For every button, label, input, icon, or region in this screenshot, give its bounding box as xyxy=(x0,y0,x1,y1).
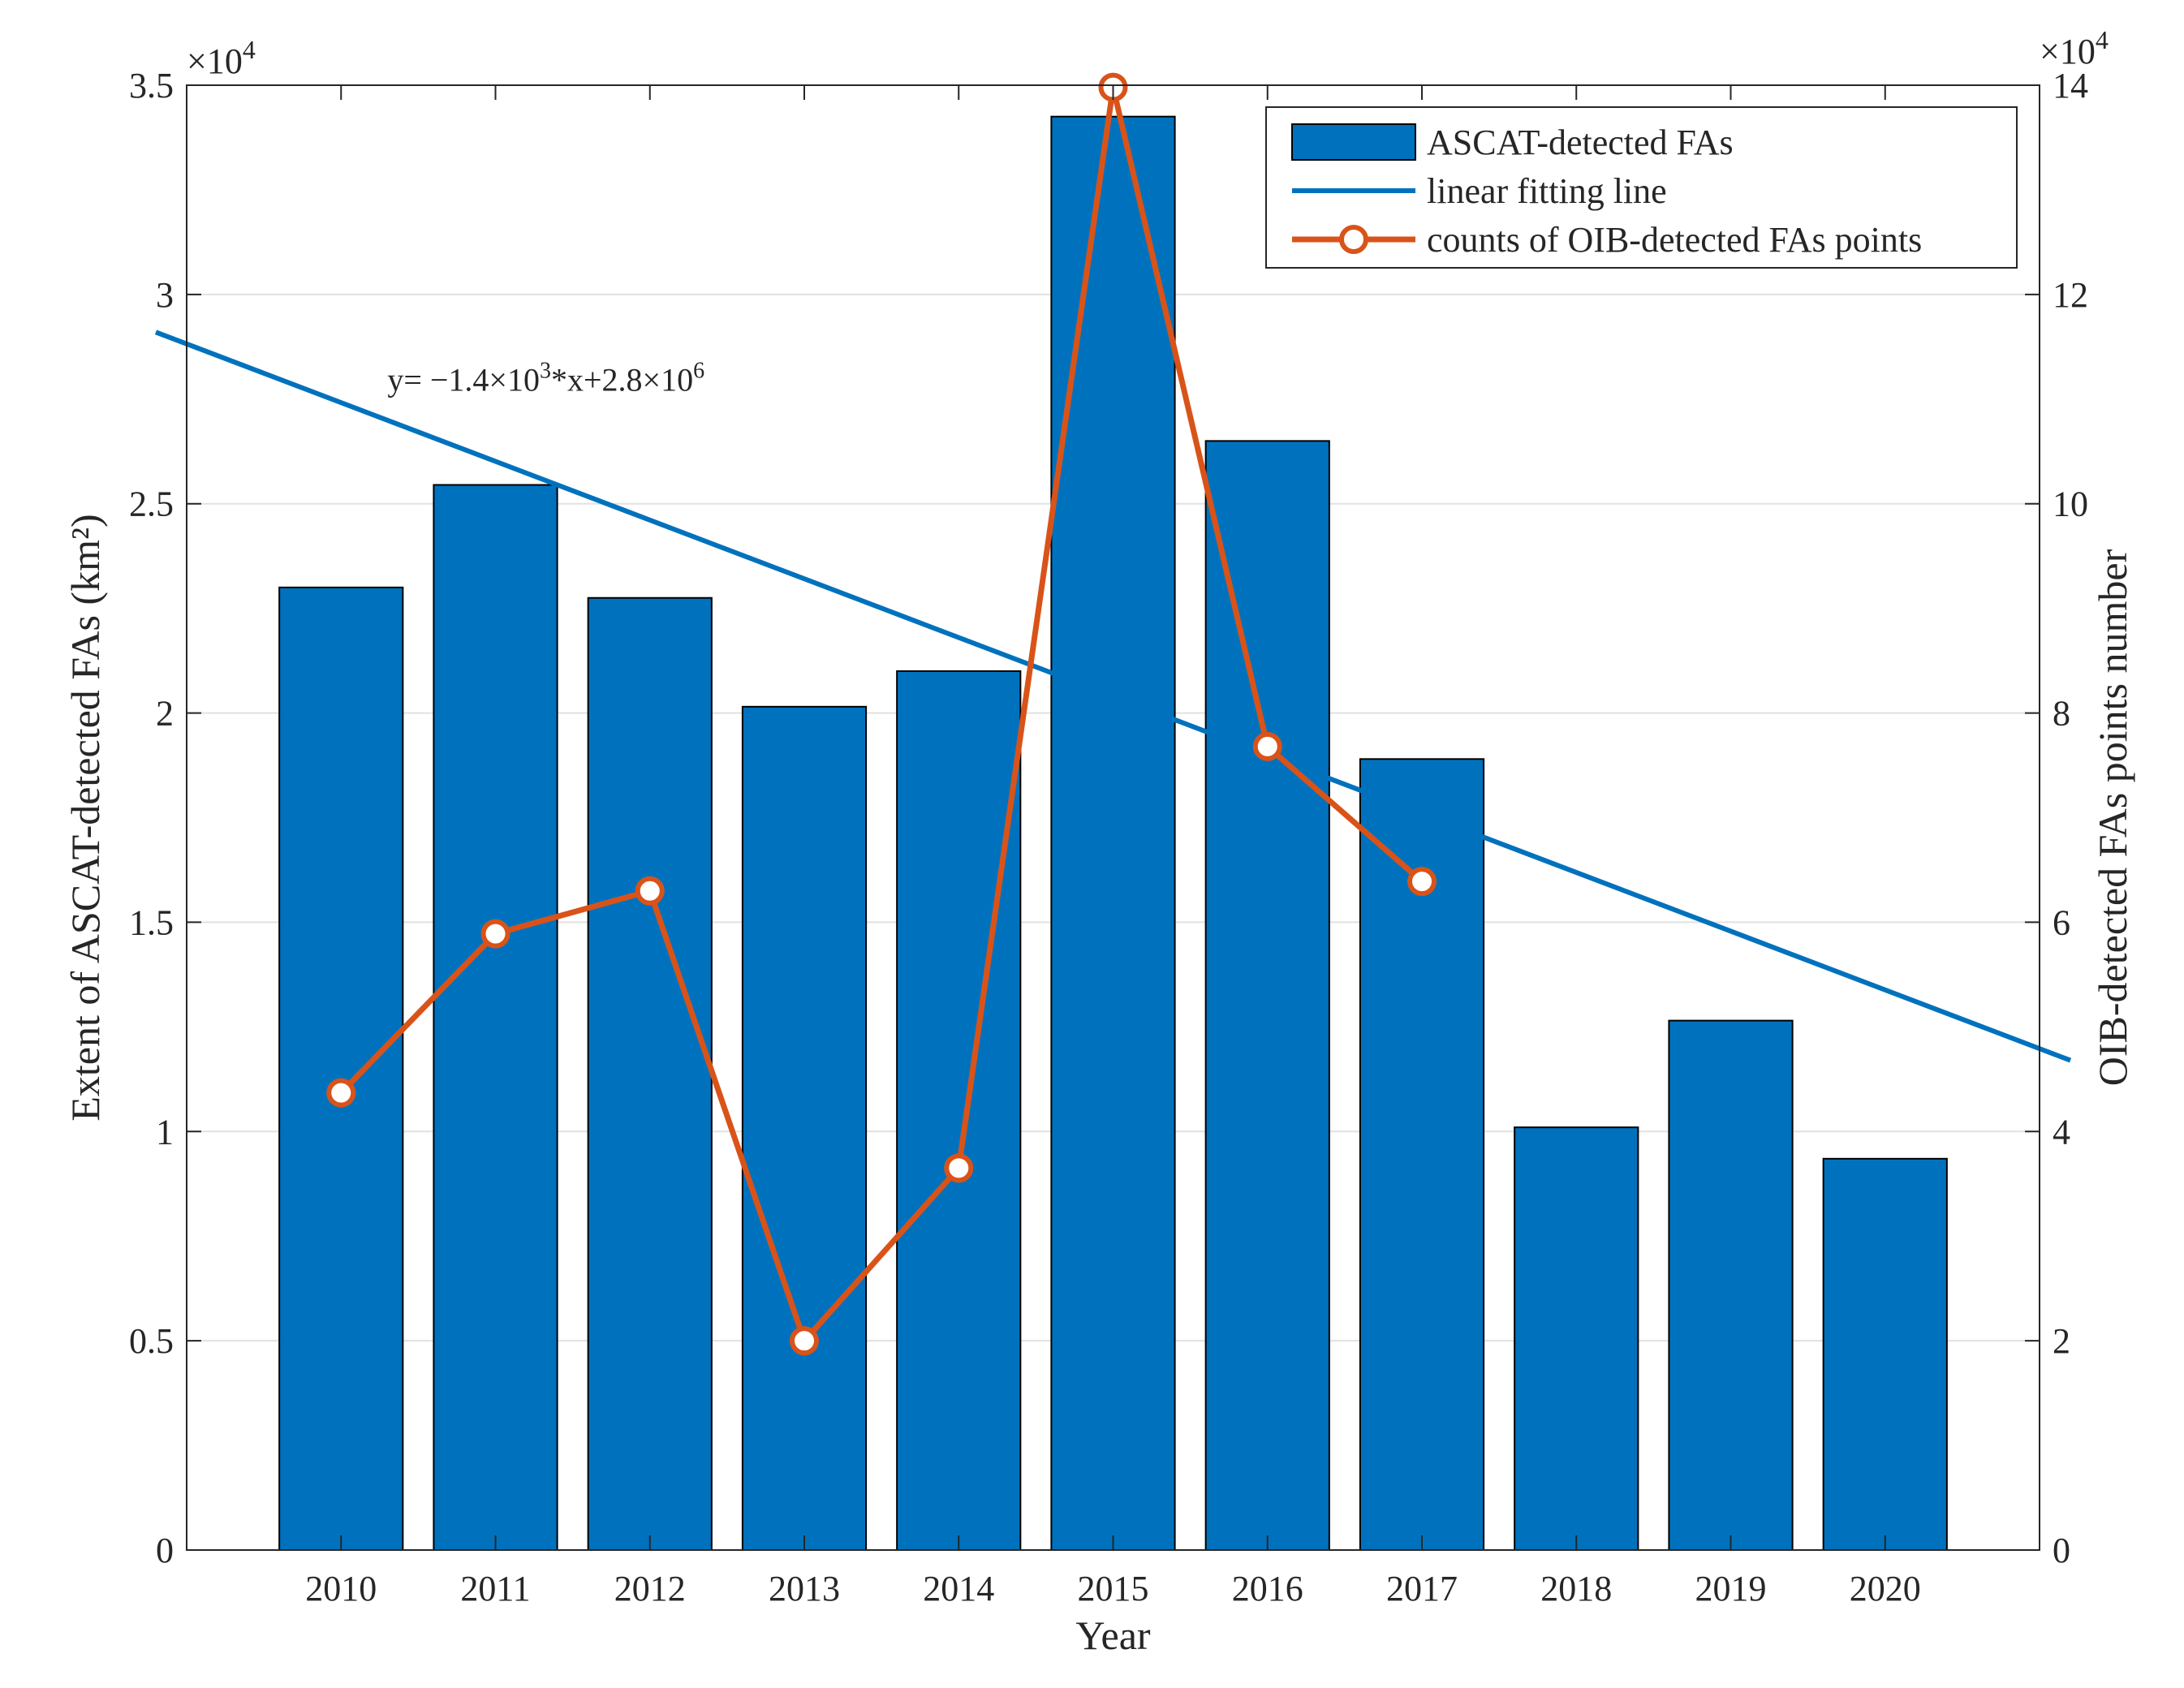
bar xyxy=(278,586,404,1551)
fit-equation-annotation: y= −1.4×103*x+2.8×106 xyxy=(387,358,704,398)
right-y-axis-label: OIB-detected FAs points number xyxy=(2090,549,2135,1086)
oib-marker xyxy=(480,919,510,949)
right-tick-label: 12 xyxy=(2053,275,2088,315)
axis-labels: Year Extent of ASCAT-detected FAs (km²) … xyxy=(62,514,2135,1658)
right-tick-label: 10 xyxy=(2053,484,2088,524)
right-exponent-label: ×104 xyxy=(2040,25,2109,71)
fit-line-series xyxy=(154,329,2072,1063)
bar xyxy=(1050,115,1176,1551)
equation-power-1: 3 xyxy=(540,358,551,383)
right-tick-label: 4 xyxy=(2053,1112,2070,1152)
left-tick-label: 0 xyxy=(156,1531,174,1570)
x-tick-label: 2018 xyxy=(1540,1569,1612,1608)
left-tick-label: 1 xyxy=(156,1112,174,1152)
right-tick-label: 6 xyxy=(2053,902,2070,942)
bar xyxy=(896,670,1022,1551)
oib-marker xyxy=(790,1326,819,1356)
x-tick-label: 2011 xyxy=(460,1569,530,1608)
x-tick-label: 2010 xyxy=(305,1569,377,1608)
legend-swatch-oib-marker xyxy=(1339,225,1368,254)
bar-series xyxy=(278,115,1948,1552)
right-tick-label: 2 xyxy=(2053,1321,2070,1361)
left-tick-label: 1.5 xyxy=(129,902,174,942)
legend-label: counts of OIB-detected FAs points xyxy=(1427,220,1922,260)
right-tick-label: 14 xyxy=(2053,66,2088,106)
bar xyxy=(1668,1019,1794,1552)
fit-line xyxy=(154,329,2072,1063)
x-tick-label: 2013 xyxy=(769,1569,840,1608)
svg-text:y= −1.4×103*x+2.8×106: y= −1.4×103*x+2.8×106 xyxy=(387,358,704,398)
x-tick-label: 2015 xyxy=(1078,1569,1149,1608)
x-tick-label: 2012 xyxy=(614,1569,686,1608)
equation-power-2: 6 xyxy=(693,358,704,383)
equation-middle: *x+2.8×10 xyxy=(551,361,693,398)
left-exponent-label: ×104 xyxy=(187,35,256,81)
right-tick-label: 0 xyxy=(2053,1531,2070,1570)
left-tick-label: 0.5 xyxy=(129,1321,174,1361)
x-tick-label: 2019 xyxy=(1695,1569,1767,1608)
oib-line-series xyxy=(326,72,1437,1356)
bar xyxy=(1204,440,1330,1551)
left-tick-label: 2 xyxy=(156,694,174,734)
bar xyxy=(433,484,558,1551)
axes: 0 0.5 1 1.5 2 2.5 3 3.5 0 2 4 6 8 10 12 14 2010 2011 2012 2… xyxy=(129,25,2109,1608)
oib-line xyxy=(338,84,1424,1344)
oib-marker xyxy=(635,876,665,906)
left-tick-label: 2.5 xyxy=(129,484,174,524)
legend-label: linear fitting line xyxy=(1427,171,1667,211)
oib-marker xyxy=(944,1153,974,1183)
x-tick-label: 2016 xyxy=(1232,1569,1303,1608)
equation-prefix: y= −1.4×10 xyxy=(387,361,540,398)
oib-marker xyxy=(1252,731,1282,761)
x-tick-label: 2017 xyxy=(1386,1569,1458,1608)
oib-marker xyxy=(1407,867,1437,897)
left-tick-label: 3 xyxy=(156,275,174,315)
x-tick-label: 2020 xyxy=(1850,1569,1921,1608)
oib-marker xyxy=(326,1078,356,1108)
left-y-axis-label: Extent of ASCAT-detected FAs (km²) xyxy=(62,514,108,1121)
x-tick-label: 2014 xyxy=(923,1569,994,1608)
bar xyxy=(1822,1157,1948,1551)
legend-label: ASCAT-detected FAs xyxy=(1427,123,1734,162)
left-tick-label: 3.5 xyxy=(129,66,174,106)
bar xyxy=(741,705,868,1551)
legend: ASCAT-detected FAs linear fitting line cou… xyxy=(1265,106,2018,269)
bar xyxy=(587,596,713,1551)
right-tick-label: 8 xyxy=(2053,694,2070,734)
x-axis-label: Year xyxy=(1075,1613,1150,1658)
bar xyxy=(1514,1126,1639,1551)
legend-swatch-bar xyxy=(1291,123,1416,161)
